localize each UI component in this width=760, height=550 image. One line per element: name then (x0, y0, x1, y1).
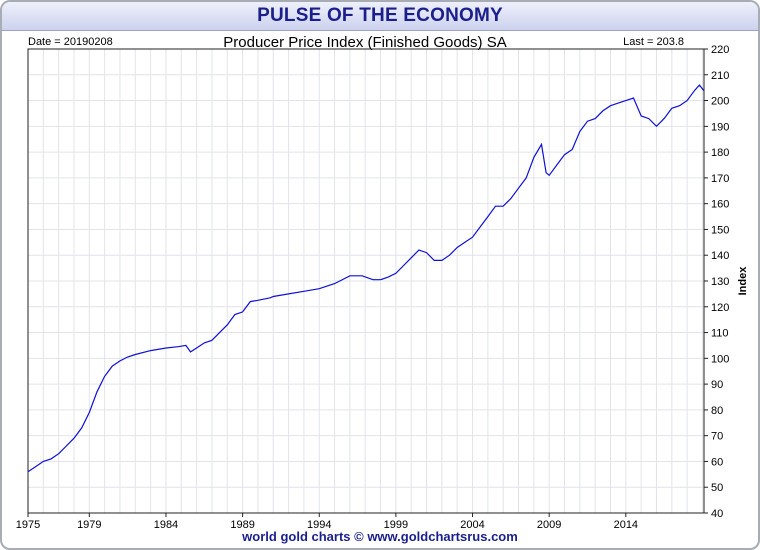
y-axis-label: Index (737, 266, 749, 296)
y-tick-label: 40 (711, 508, 723, 520)
y-tick-label: 50 (711, 482, 723, 494)
y-tick-label: 140 (711, 250, 729, 262)
x-tick-label: 1994 (307, 519, 331, 531)
y-tick-label: 70 (711, 431, 723, 443)
y-tick-label: 80 (711, 405, 723, 417)
last-label: Last = 203.8 (623, 36, 684, 48)
banner: PULSE OF THE ECONOMY (2, 2, 758, 31)
y-tick-label: 110 (711, 328, 729, 340)
y-tick-label: 130 (711, 276, 729, 288)
y-tick-label: 150 (711, 224, 729, 236)
y-tick-label: 180 (711, 147, 729, 159)
y-tick-label: 60 (711, 456, 723, 468)
x-tick-label: 1999 (384, 519, 408, 531)
y-tick-label: 210 (711, 70, 729, 82)
y-tick-label: 120 (711, 302, 729, 314)
date-label: Date = 20190208 (28, 36, 113, 48)
x-tick-label: 2009 (537, 519, 561, 531)
banner-title: PULSE OF THE ECONOMY (257, 5, 503, 26)
y-tick-label: 190 (711, 121, 729, 133)
grid (27, 48, 704, 514)
x-tick-label: 1989 (230, 519, 254, 531)
x-tick-label: 1979 (77, 519, 101, 531)
y-tick-label: 170 (711, 173, 729, 185)
y-axis: 40 50 60 70 80 90 100 110 120 130 140 150 160 170 180 1… (704, 44, 729, 520)
chart-title: Producer Price Index (Finished Goods) SA (223, 34, 506, 51)
y-tick-label: 200 (711, 96, 729, 108)
x-tick-label: 2014 (614, 519, 638, 531)
series-line (27, 84, 705, 473)
x-tick-label: 1984 (154, 519, 178, 531)
y-tick-label: 90 (711, 379, 723, 391)
x-tick-label: 2004 (460, 519, 484, 531)
footer-credit: world gold charts © www.goldchartsrus.co… (242, 529, 518, 544)
y-tick-label: 160 (711, 199, 729, 211)
y-tick-label: 220 (711, 44, 729, 56)
x-tick-label: 1975 (16, 519, 40, 531)
y-tick-label: 100 (711, 353, 729, 365)
x-axis: 1975 1979 1984 1989 1994 1999 2004 2009 2014 (16, 513, 638, 531)
